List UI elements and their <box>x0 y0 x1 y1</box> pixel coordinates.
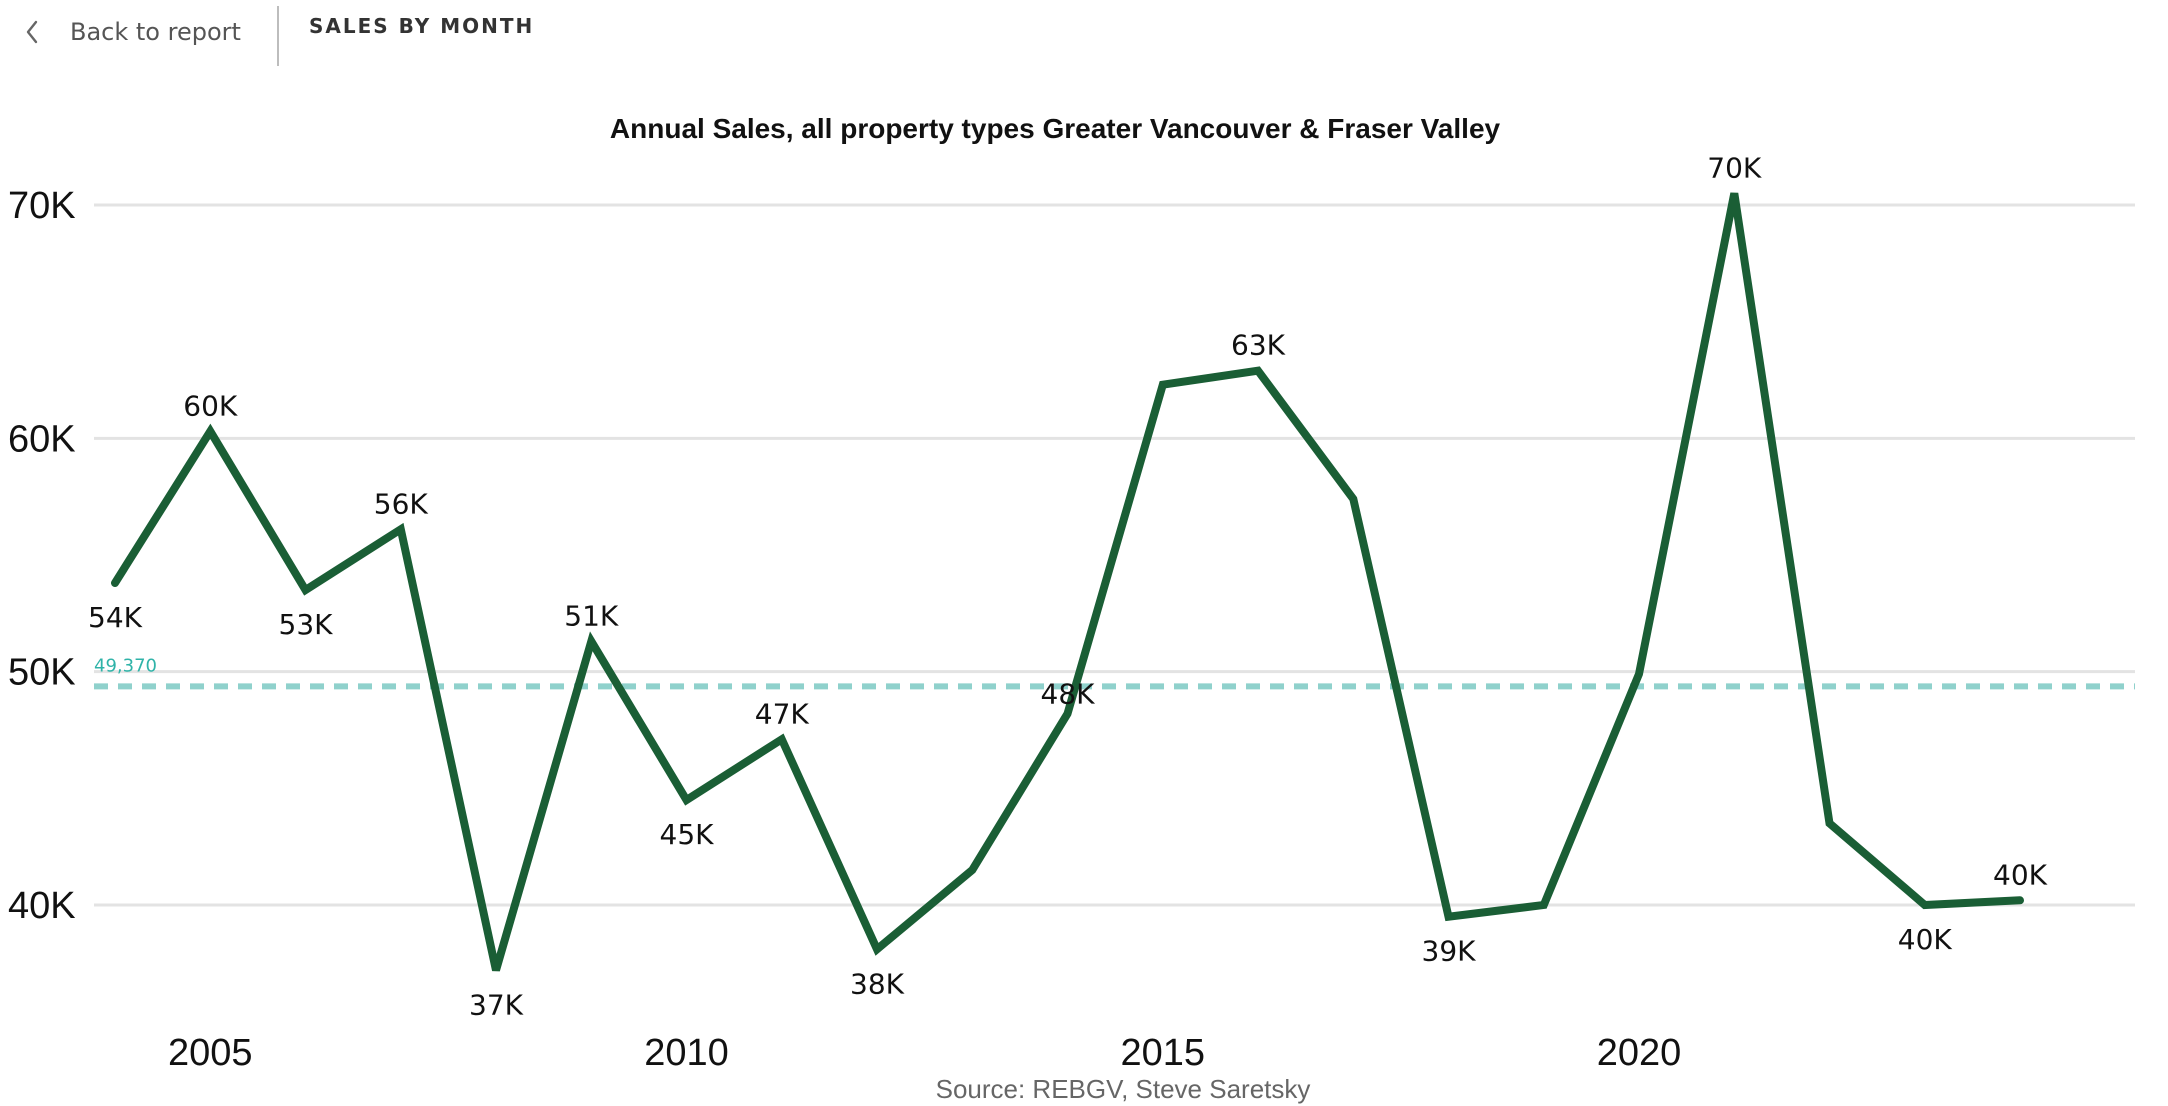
x-tick-label: 2015 <box>1120 1032 1205 1074</box>
y-tick-label: 70K <box>8 185 76 227</box>
series-line <box>111 192 2024 972</box>
x-tick-label: 2020 <box>1597 1032 1682 1074</box>
data-label: 51K <box>564 599 619 632</box>
data-label: 47K <box>755 697 810 730</box>
y-tick-label: 60K <box>8 418 76 460</box>
data-label: 53K <box>279 608 334 641</box>
reference-line-label: 49,370 <box>94 655 157 676</box>
data-label: 54K <box>88 601 143 634</box>
data-label: 40K <box>1993 858 2048 891</box>
data-label: 37K <box>469 988 524 1021</box>
x-tick-label: 2005 <box>168 1032 253 1074</box>
data-label: 39K <box>1422 935 1477 968</box>
data-label: 45K <box>660 818 715 851</box>
back-to-report-button[interactable]: Back to report <box>24 8 241 56</box>
data-label: 56K <box>374 487 429 520</box>
y-tick-label: 40K <box>8 885 76 927</box>
data-labels: 54K 60K 53K 56K 37K 51K 45K 47K 38K 48K 63K 39K 70K 4… <box>88 151 2048 1021</box>
back-to-report-label: Back to report <box>70 18 241 46</box>
data-label: 70K <box>1707 151 1762 184</box>
y-tick-label: 50K <box>8 652 76 694</box>
header-divider <box>277 6 279 66</box>
series-group <box>111 192 2024 972</box>
chart-title: Annual Sales, all property types Greater… <box>610 113 1501 144</box>
x-tick-label: 2010 <box>644 1032 729 1074</box>
data-label: 60K <box>183 389 238 422</box>
x-axis: 2005 2010 2015 2020 <box>168 1032 1681 1074</box>
source-note: Source: REBGV, Steve Saretsky <box>936 1074 1311 1104</box>
data-label: 48K <box>1041 678 1096 711</box>
data-label: 38K <box>850 967 905 1000</box>
page-title: SALES BY MONTH <box>309 14 535 38</box>
data-label: 40K <box>1898 923 1953 956</box>
chevron-left-icon <box>26 20 38 44</box>
data-label: 63K <box>1231 329 1286 362</box>
top-bar: Back to report SALES BY MONTH <box>0 0 2168 66</box>
y-axis: 40K 50K 60K 70K <box>8 185 76 927</box>
